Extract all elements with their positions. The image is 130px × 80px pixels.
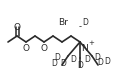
Text: D: D <box>70 56 76 64</box>
Text: -: - <box>79 22 82 31</box>
Text: D: D <box>60 59 66 68</box>
Text: D: D <box>54 54 60 62</box>
Text: D: D <box>104 58 110 66</box>
Text: N: N <box>81 44 88 53</box>
Text: D: D <box>97 58 103 67</box>
Text: O: O <box>41 44 47 53</box>
Text: D: D <box>51 60 57 68</box>
Text: D: D <box>77 61 83 70</box>
Text: +: + <box>88 40 94 46</box>
Text: Br: Br <box>58 18 68 26</box>
Text: O: O <box>22 44 30 53</box>
Text: D: D <box>94 54 100 62</box>
Text: O: O <box>14 23 21 32</box>
Text: D: D <box>84 56 90 64</box>
Text: D: D <box>82 18 88 26</box>
